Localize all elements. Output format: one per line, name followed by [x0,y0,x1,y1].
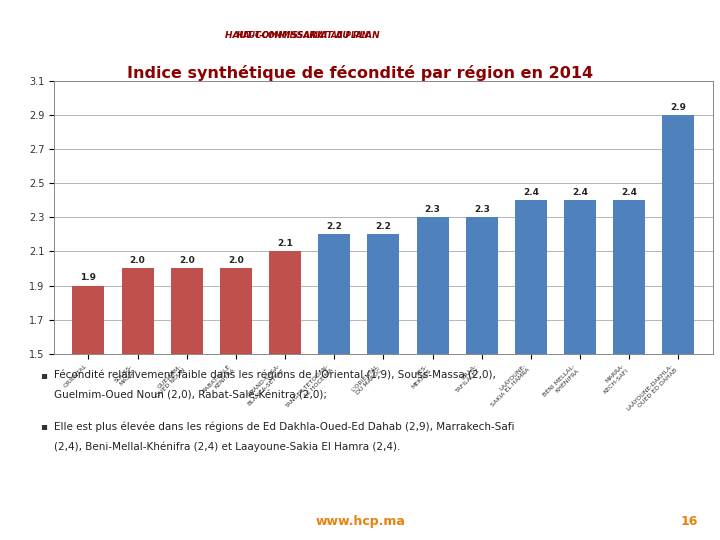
Text: ROYAUME DU MAROC: ROYAUME DU MAROC [14,21,114,29]
Text: HAUT-COMMISSARIAT AU PLAN: HAUT-COMMISSARIAT AU PLAN [225,31,379,40]
Text: www.hcp.ma: www.hcp.ma [315,515,405,528]
Text: 2.0: 2.0 [130,256,145,266]
Text: 2.0: 2.0 [179,256,194,266]
Bar [417,217,449,540]
Text: Elle est plus élevée dans les régions de Ed Dakhla-Oued-Ed Dahab (2,9), Marrakec: Elle est plus élevée dans les régions de… [54,421,515,431]
Text: Guelmim-Oued Noun (2,0), Rabat-Salé-Kénitra (2,0);: Guelmim-Oued Noun (2,0), Rabat-Salé-Kéni… [54,390,327,401]
Text: 1.9: 1.9 [81,273,96,282]
Bar [367,234,400,540]
Text: Fécondité relativement faible dans les régions de l’Oriental (1,9), Souss-Massa : Fécondité relativement faible dans les r… [54,370,496,380]
Bar [73,286,104,540]
Text: 16: 16 [681,515,698,528]
Text: 2.4: 2.4 [621,188,637,197]
Bar [269,252,301,540]
Bar [318,234,350,540]
Bar [122,268,153,540]
Text: 2.2: 2.2 [326,222,342,231]
Text: ▪: ▪ [40,421,47,431]
Text: المملكة المغربية: المملكة المغربية [598,19,706,30]
Bar [564,200,596,540]
Text: 2.4: 2.4 [572,188,588,197]
Text: 2.3: 2.3 [474,205,490,214]
Text: Indice synthétique de fécondité par région en 2014: Indice synthétique de fécondité par régi… [127,65,593,81]
Bar [466,217,498,540]
Text: 2.9: 2.9 [670,103,686,112]
Text: 2.0: 2.0 [228,256,244,266]
Text: 2.4: 2.4 [523,188,539,197]
Text: 2.3: 2.3 [425,205,441,214]
Bar [662,115,694,540]
Text: 2.2: 2.2 [375,222,392,231]
Text: (2,4), Beni-Mellal-Khénifra (2,4) et Laayoune-Sakia El Hamra (2,4).: (2,4), Beni-Mellal-Khénifra (2,4) et Laa… [54,442,400,452]
Text: HAUT-COMMISSARIAT AU PLAN: HAUT-COMMISSARIAT AU PLAN [237,31,368,40]
Bar [515,200,547,540]
Bar [86,4,634,51]
Bar [171,268,203,540]
Bar [613,200,645,540]
Text: 2.1: 2.1 [277,239,293,248]
Text: ▪: ▪ [40,370,47,380]
Bar [220,268,252,540]
